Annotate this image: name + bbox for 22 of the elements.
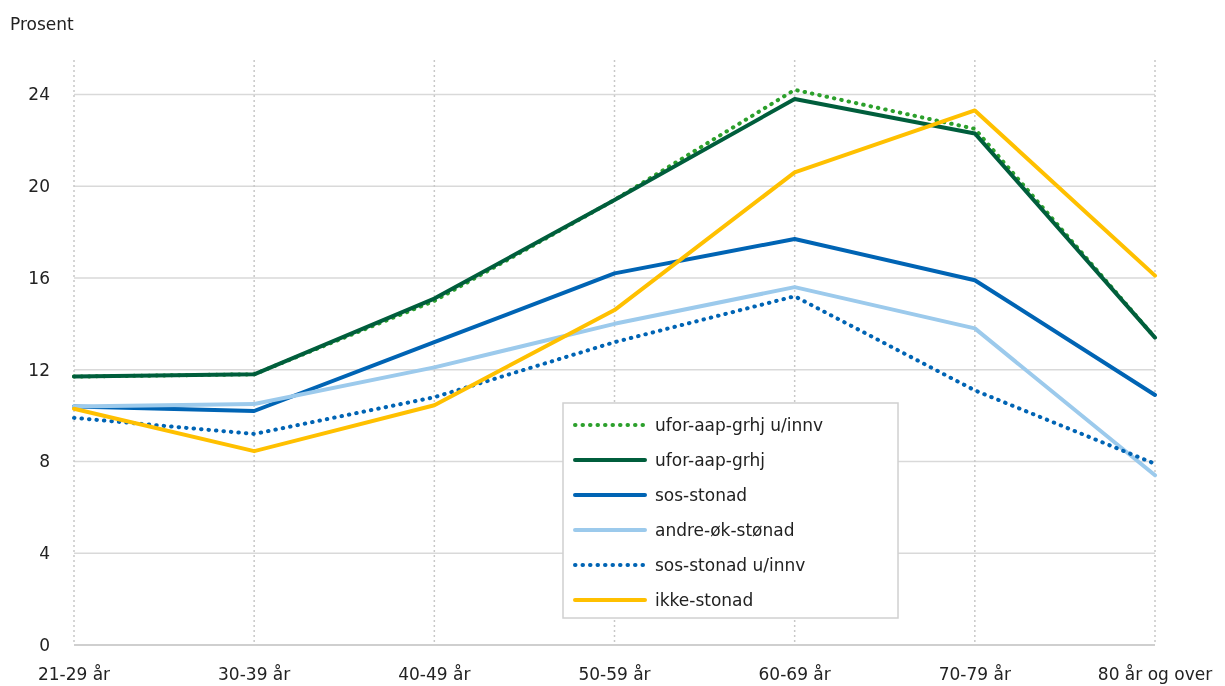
legend-label: sos-stonad	[655, 484, 748, 505]
y-tick-label: 0	[39, 634, 50, 655]
y-tick-label: 24	[28, 84, 50, 105]
x-tick-label: 40-49 år	[398, 664, 471, 684]
legend-label: ufor-aap-grhj u/innv	[655, 414, 824, 435]
x-tick-label: 80 år og over	[1097, 664, 1213, 684]
legend-label: sos-stonad u/innv	[655, 554, 806, 575]
x-tick-label: 30-39 år	[218, 664, 291, 684]
y-tick-label: 8	[39, 451, 50, 472]
y-tick-label: 20	[28, 176, 50, 197]
y-tick-label: 4	[39, 543, 50, 564]
legend-label: andre-øk-stønad	[655, 519, 795, 540]
x-tick-label: 70-79 år	[938, 664, 1011, 684]
legend-label: ufor-aap-grhj	[655, 449, 765, 470]
y-axis-title: Prosent	[10, 14, 75, 34]
x-tick-label: 50-59 år	[578, 664, 651, 684]
legend-label: ikke-stonad	[655, 589, 754, 610]
x-tick-label: 21-29 år	[37, 664, 111, 684]
x-tick-label: 60-69 år	[758, 664, 831, 684]
y-tick-label: 12	[28, 359, 50, 380]
line-series	[72, 108, 1157, 454]
y-tick-label: 16	[28, 267, 50, 288]
